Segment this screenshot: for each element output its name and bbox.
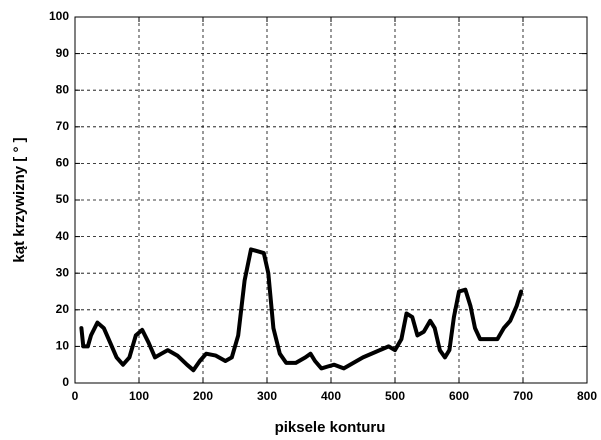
x-tick-label: 700: [513, 389, 533, 403]
y-tick-label: 70: [56, 119, 70, 133]
y-axis-label: kąt krzywizny [ ° ]: [11, 137, 28, 262]
y-tick-label: 20: [56, 302, 70, 316]
x-tick-label: 800: [577, 389, 597, 403]
plot-frame: [74, 16, 588, 384]
x-axis-label: piksele konturu: [275, 419, 386, 436]
y-tick-label: 40: [56, 229, 70, 243]
y-tick-label: 100: [49, 9, 69, 23]
x-tick-label: 600: [449, 389, 469, 403]
x-tick-label: 0: [72, 389, 79, 403]
data-line: [79, 247, 524, 373]
x-tick-label: 200: [193, 389, 213, 403]
x-tick-label: 100: [129, 389, 149, 403]
y-tick-label: 0: [62, 375, 69, 389]
y-tick-label: 60: [56, 156, 70, 170]
x-tick-label: 500: [385, 389, 405, 403]
y-tick-label: 10: [56, 339, 70, 353]
y-tick-label: 50: [56, 192, 70, 206]
y-tick-label: 80: [56, 82, 70, 96]
y-tick-label: 90: [56, 46, 70, 60]
x-tick-label: 400: [321, 389, 341, 403]
x-tick-label: 300: [257, 389, 277, 403]
y-tick-label: 30: [56, 265, 70, 279]
